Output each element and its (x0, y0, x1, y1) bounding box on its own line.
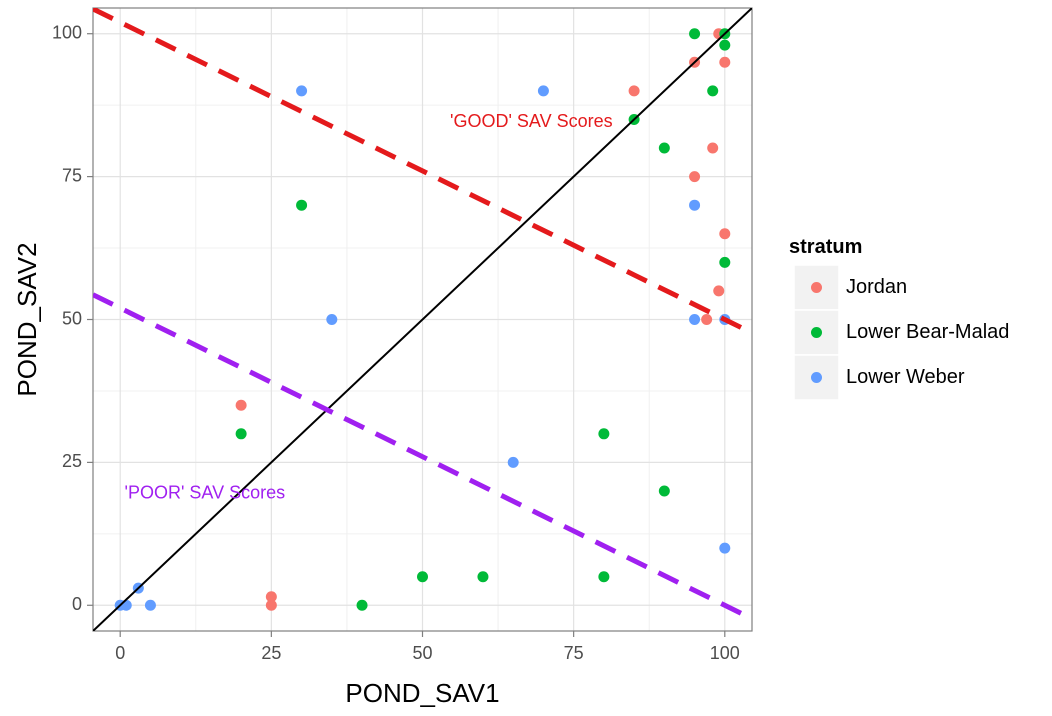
y-tick-label: 25 (62, 451, 82, 471)
x-tick-label: 50 (412, 643, 432, 663)
y-tick-label: 50 (62, 308, 82, 328)
data-point (628, 85, 640, 97)
data-point (265, 599, 277, 611)
legend-key-2 (811, 327, 822, 338)
y-tick-label: 0 (72, 594, 82, 614)
x-tick-label: 100 (710, 643, 740, 663)
data-point (537, 85, 549, 97)
y-tick-label: 100 (52, 22, 82, 42)
good-reference-line (93, 8, 752, 336)
data-point (713, 285, 725, 297)
data-point (719, 256, 731, 268)
x-tick-label: 75 (564, 643, 584, 663)
data-point (356, 599, 368, 611)
data-point (326, 314, 338, 325)
identity-reference-line (93, 8, 752, 631)
legend-key-1 (811, 282, 822, 293)
annotation-label: 'POOR' SAV Scores (125, 483, 286, 503)
data-point (707, 142, 719, 154)
data-point (719, 228, 731, 240)
data-point (658, 485, 670, 497)
legend-label: Lower Bear-Malad (846, 321, 1009, 343)
data-point (296, 199, 308, 211)
data-point (719, 56, 731, 68)
plot-content (93, 8, 752, 631)
x-tick-label: 0 (115, 643, 125, 663)
data-point (598, 571, 610, 583)
y-axis-title: POND_SAV2 (12, 242, 42, 396)
data-point (689, 199, 701, 211)
data-point (701, 314, 713, 325)
data-point (719, 542, 731, 554)
data-point (689, 314, 701, 325)
x-axis-title: POND_SAV1 (345, 678, 499, 708)
data-point (235, 428, 247, 440)
legend-key-3 (811, 372, 822, 383)
data-point (235, 399, 247, 411)
data-point (689, 171, 701, 183)
data-point (417, 571, 428, 583)
poor-reference-line (93, 292, 752, 621)
data-point (689, 28, 701, 40)
data-point (477, 571, 489, 583)
legend-title: stratum (789, 236, 862, 258)
annotation-label: 'GOOD' SAV Scores (450, 111, 613, 131)
data-point (507, 456, 519, 468)
data-point (658, 142, 670, 154)
data-point (707, 85, 719, 97)
x-tick-label: 25 (261, 643, 281, 663)
data-point (719, 39, 731, 51)
data-point (265, 591, 277, 603)
data-point (598, 428, 610, 440)
legend-label: Lower Weber (846, 366, 965, 388)
data-point (296, 85, 308, 97)
legend-label: Jordan (846, 276, 907, 298)
data-point (120, 599, 132, 611)
data-point (144, 599, 156, 611)
y-tick-label: 75 (62, 165, 82, 185)
